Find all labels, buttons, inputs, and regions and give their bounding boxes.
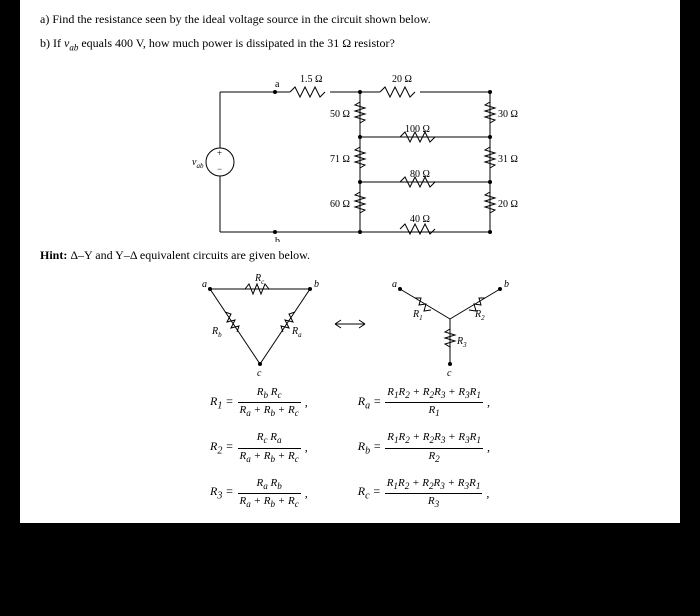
svg-text:Rc: Rc	[254, 273, 265, 286]
r31: 31 Ω	[498, 154, 518, 165]
svg-text:b: b	[314, 279, 319, 290]
r100: 100 Ω	[405, 124, 430, 135]
r40: 40 Ω	[410, 214, 430, 225]
formulas-right: Ra =R1R2 + R2R3 + R3R1R1,Rb =R1R2 + R2R3…	[358, 385, 490, 511]
r50: 50 Ω	[330, 109, 350, 120]
r20: 20 Ω	[392, 74, 412, 85]
question-b: b) If vab equals 400 V, how much power i…	[40, 36, 660, 54]
svg-text:+: +	[217, 148, 222, 158]
r80: 80 Ω	[410, 169, 430, 180]
svg-text:c: c	[447, 368, 452, 379]
label-b: b	[275, 236, 280, 242]
hint-text: Hint: Hint: Δ–Y and Y–Δ equivalent circu…	[40, 248, 660, 264]
r30: 30 Ω	[498, 109, 518, 120]
svg-text:c: c	[257, 368, 262, 379]
main-circuit: a b 1.5 Ω 20 Ω 50 Ω 100 Ω 30 Ω 71 Ω 80 Ω…	[40, 62, 660, 242]
formulas-left: R1 =Rb RcRa + Rb + Rc,R2 =Rc RaRa + Rb +…	[210, 385, 308, 511]
page: a) Find the resistance seen by the ideal…	[20, 0, 680, 523]
svg-text:a: a	[392, 279, 397, 290]
question-a: a) Find the resistance seen by the ideal…	[40, 12, 660, 28]
r71: 71 Ω	[330, 154, 350, 165]
hint-diagram: a b c Rc Rb Ra a b c R1 R2 R3	[40, 269, 660, 379]
svg-text:−: −	[217, 164, 222, 174]
r20b: 20 Ω	[498, 199, 518, 210]
svg-text:vab: vab	[192, 157, 204, 170]
r60: 60 Ω	[330, 199, 350, 210]
svg-text:Ra: Ra	[291, 326, 302, 339]
svg-text:R3: R3	[456, 336, 467, 349]
formulas: R1 =Rb RcRa + Rb + Rc,R2 =Rc RaRa + Rb +…	[40, 385, 660, 511]
svg-text:a: a	[202, 279, 207, 290]
r1-5: 1.5 Ω	[300, 74, 322, 85]
label-a: a	[275, 79, 280, 90]
svg-text:R1: R1	[412, 309, 423, 322]
svg-text:Rb: Rb	[211, 326, 222, 339]
svg-text:R2: R2	[474, 309, 485, 322]
svg-text:b: b	[504, 279, 509, 290]
